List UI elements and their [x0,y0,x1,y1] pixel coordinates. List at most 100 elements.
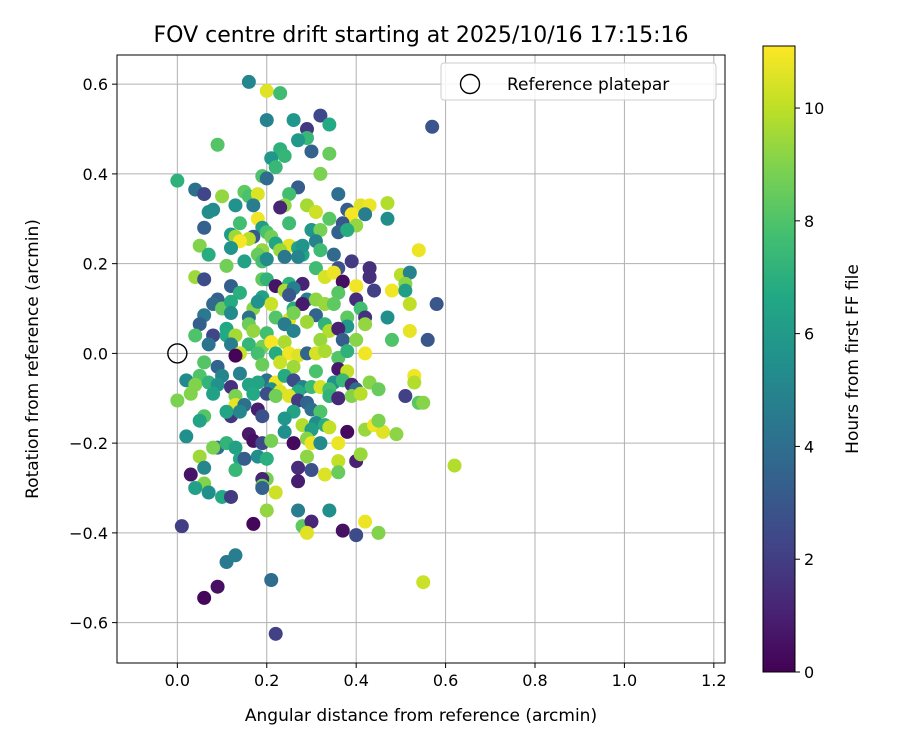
data-point [201,485,216,500]
data-point [344,254,359,269]
colorbar-gradient [762,45,796,673]
y-tick-label: 0.4 [83,165,108,184]
data-point [331,436,346,451]
data-point [304,463,319,478]
data-point [246,516,261,531]
data-point [286,436,301,451]
colorbar-tick-label: 0 [804,663,814,682]
data-point [224,489,238,504]
data-point [380,196,395,211]
data-point [219,258,234,273]
data-point [304,514,319,529]
data-point [291,474,306,489]
y-tick-label: 0.6 [83,75,108,94]
colorbar-label: Hours from first FF file [843,264,863,454]
data-point [331,391,346,406]
y-axis-ticks: −0.6 −0.4 −0.2 0.0 0.2 0.4 0.6 [69,75,117,633]
data-point [228,548,243,563]
data-point [282,187,297,202]
data-point [313,166,328,181]
x-tick-label: 1.2 [701,671,726,690]
data-point [402,297,417,312]
data-point [308,261,323,276]
data-point [188,481,203,496]
colorbar-tick-label: 10 [804,99,824,118]
data-point [250,346,265,361]
data-point [349,279,364,294]
data-point [291,249,306,264]
data-point [353,447,368,462]
data-point [429,297,444,312]
data-point [313,108,328,123]
data-point [340,344,355,359]
data-point [335,274,350,289]
colorbar-tick-label: 6 [804,325,814,344]
data-point [246,323,261,338]
data-point [277,424,292,439]
chart-title: FOV centre drift starting at 2025/10/16 … [154,23,689,48]
colorbar-tick-label: 4 [804,437,814,456]
data-point [313,243,328,258]
data-point [188,328,203,343]
data-point [389,427,404,442]
data-point [210,579,225,594]
data-point [250,375,265,390]
data-point [371,382,386,397]
y-tick-label: 0.2 [83,255,108,274]
data-point [313,436,328,451]
y-tick-label: −0.4 [69,524,108,543]
data-point [416,395,431,410]
data-point [273,86,288,101]
x-tick-label: 0.6 [433,671,458,690]
data-point [308,364,323,379]
plot-frame [116,54,726,664]
data-point [259,83,274,98]
data-point [201,205,216,220]
data-point [277,148,292,163]
data-point [362,270,377,285]
data-point [402,265,417,280]
data-point [255,481,270,496]
colorbar-tick-label: 8 [804,212,814,231]
data-point [331,321,346,336]
data-point [300,314,314,329]
data-point [228,348,243,363]
data-point [322,117,337,132]
data-point [174,519,189,534]
data-point [210,137,225,152]
data-point [255,357,270,372]
data-point [331,454,346,469]
data-point [206,440,221,455]
legend-box [440,62,717,101]
data-point [380,211,395,226]
x-axis-label: Angular distance from reference (arcmin) [245,706,597,726]
data-point [326,247,341,262]
y-tick-label: −0.6 [69,614,108,633]
data-point [228,440,243,455]
data-point [398,283,413,298]
data-point [335,523,350,538]
data-point [183,467,198,482]
data-point [228,463,243,478]
data-point [282,216,297,231]
data-point [411,243,426,258]
data-point [219,404,234,419]
data-point [241,337,256,352]
data-point [295,238,310,253]
data-point [353,386,368,401]
data-point [237,254,252,269]
data-point [326,297,341,312]
data-point [402,323,417,338]
data-point [380,310,395,325]
data-point [398,389,413,404]
colorbar: 0 2 4 6 8 10 Hours from first FF file [762,45,863,682]
data-point [224,337,238,352]
data-point [197,590,212,605]
data-point [192,413,207,428]
data-point [326,265,341,280]
data-point [277,335,292,350]
data-point [277,411,292,426]
data-point [224,240,238,255]
x-tick-label: 0.4 [343,671,368,690]
